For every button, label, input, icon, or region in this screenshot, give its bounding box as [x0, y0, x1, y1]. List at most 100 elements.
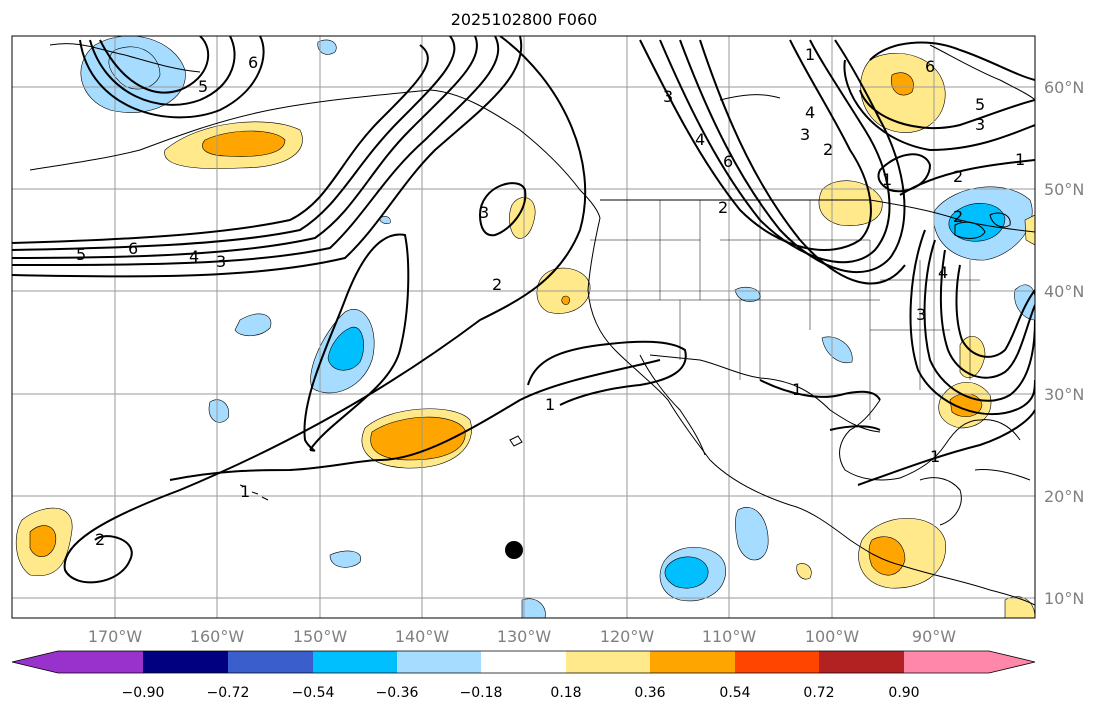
contour-label: 6 — [128, 239, 138, 258]
colorbar-tick-label: −0.36 — [376, 685, 419, 701]
colorbar-tick-label: −0.90 — [122, 685, 165, 701]
contour-label: 3 — [216, 252, 226, 271]
contour-label: 4 — [938, 263, 948, 282]
lat-label: 60°N — [1044, 78, 1084, 97]
lat-label: 20°N — [1044, 487, 1084, 506]
colorbar-outline — [11, 650, 1036, 674]
shade-light-blue — [329, 550, 362, 568]
contour-lines — [12, 36, 1035, 584]
contour-label: 6 — [723, 152, 733, 171]
lon-label: 170°W — [88, 627, 143, 646]
contour-label: 6 — [925, 57, 935, 76]
colorbar-tick-label: −0.54 — [292, 685, 335, 701]
colorbar-extend-min — [12, 651, 58, 673]
contour-label-group: 6 5 6 5 4 3 3 2 1 2 1 2 3 4 6 1 2 3 4 1 … — [76, 45, 1025, 549]
contour-label: 2 — [823, 140, 833, 159]
contour-label: 2 — [492, 275, 502, 294]
contour-label: 1 — [792, 380, 802, 399]
contour-label: 5 — [76, 245, 86, 264]
colorbar-tick-label: −0.18 — [460, 685, 503, 701]
contour-label: 3 — [916, 305, 926, 324]
contour-label: 1 — [805, 45, 815, 64]
colorbar-segment — [481, 651, 566, 673]
shade-blue — [664, 556, 709, 589]
shade-yellow — [796, 563, 812, 580]
lat-label: 50°N — [1044, 180, 1084, 199]
contour-label: 2 — [953, 207, 963, 226]
shade-light-blue — [1014, 284, 1035, 321]
contour-label: 1 — [930, 447, 940, 466]
coastlines — [29, 43, 1035, 606]
colorbar-tick-label: 0.54 — [719, 685, 750, 701]
shade-light-blue — [234, 313, 272, 337]
contour-label: 6 — [248, 53, 258, 72]
contour-label: 2 — [718, 198, 728, 217]
shade-light-blue — [521, 598, 546, 618]
colorbar-tick-label: 0.72 — [803, 685, 834, 701]
colorbar-segment — [143, 651, 228, 673]
colorbar-extend-max — [989, 651, 1035, 673]
contour-label: 1 — [240, 482, 250, 501]
colorbar-segment — [313, 651, 397, 673]
lat-labels: 60°N 50°N 40°N 30°N 20°N 10°N — [1044, 78, 1084, 608]
shade-yellow — [818, 180, 883, 226]
contour-label: 2 — [95, 530, 105, 549]
shade-blue — [327, 326, 364, 371]
contour-label: 1 — [545, 395, 555, 414]
shade-light-blue — [735, 507, 769, 561]
lat-label: 10°N — [1044, 589, 1084, 608]
map-title: 2025102800 F060 — [450, 10, 598, 29]
lon-label: 120°W — [600, 627, 655, 646]
shade-yellow — [1024, 214, 1035, 246]
shade-light-blue — [208, 399, 230, 423]
contour-label: 4 — [805, 103, 815, 122]
colorbar-tick-label: 0.90 — [888, 685, 919, 701]
colorbar-tick-label: 0.36 — [634, 685, 665, 701]
contour-label: 3 — [479, 203, 489, 222]
colorbar-labels: −0.90 −0.72 −0.54 −0.36 −0.18 0.18 0.36 … — [122, 685, 920, 701]
shade-light-blue — [317, 39, 337, 55]
shaded-field — [15, 36, 1035, 618]
map-border — [11, 35, 1036, 619]
shade-orange — [202, 130, 286, 157]
shade-blue — [948, 203, 1006, 242]
lon-label: 150°W — [293, 627, 348, 646]
lon-labels: 170°W 160°W 150°W 140°W 130°W 120°W 110°… — [88, 627, 956, 646]
contour-label: 4 — [189, 247, 199, 266]
shade-orange — [561, 295, 570, 305]
colorbar-tick-label: 0.18 — [550, 685, 581, 701]
contour-label: 1 — [1015, 150, 1025, 169]
contour-label: 4 — [695, 130, 705, 149]
lon-label: 100°W — [805, 627, 860, 646]
grid-lines — [12, 36, 1035, 618]
lat-label: 30°N — [1044, 385, 1084, 404]
contour-label: 5 — [198, 77, 208, 96]
location-marker — [505, 541, 523, 559]
lon-label: 160°W — [190, 627, 245, 646]
lon-label: 130°W — [497, 627, 552, 646]
shade-orange — [29, 525, 57, 557]
lon-label: 110°W — [702, 627, 757, 646]
shade-yellow — [509, 197, 536, 239]
colorbar-segment — [650, 651, 735, 673]
colorbar-segment — [228, 651, 313, 673]
contour-label: 1 — [882, 170, 892, 189]
contour-label: 5 — [975, 95, 985, 114]
colorbar-segment — [58, 651, 143, 673]
contour-label: 3 — [975, 115, 985, 134]
colorbar-segment — [735, 651, 819, 673]
shade-light-blue — [821, 336, 853, 364]
colorbar-segment — [819, 651, 904, 673]
shade-orange — [370, 416, 466, 461]
contour-label: 2 — [953, 167, 963, 186]
contour-label: 3 — [800, 125, 810, 144]
lat-label: 40°N — [1044, 282, 1084, 301]
colorbar-segment — [566, 651, 650, 673]
colorbar-segment — [397, 651, 481, 673]
colorbar — [11, 650, 1036, 674]
lon-label: 140°W — [395, 627, 450, 646]
colorbar-segment — [904, 651, 989, 673]
colorbar-tick-label: −0.72 — [207, 685, 250, 701]
shade-light-blue — [379, 216, 391, 224]
